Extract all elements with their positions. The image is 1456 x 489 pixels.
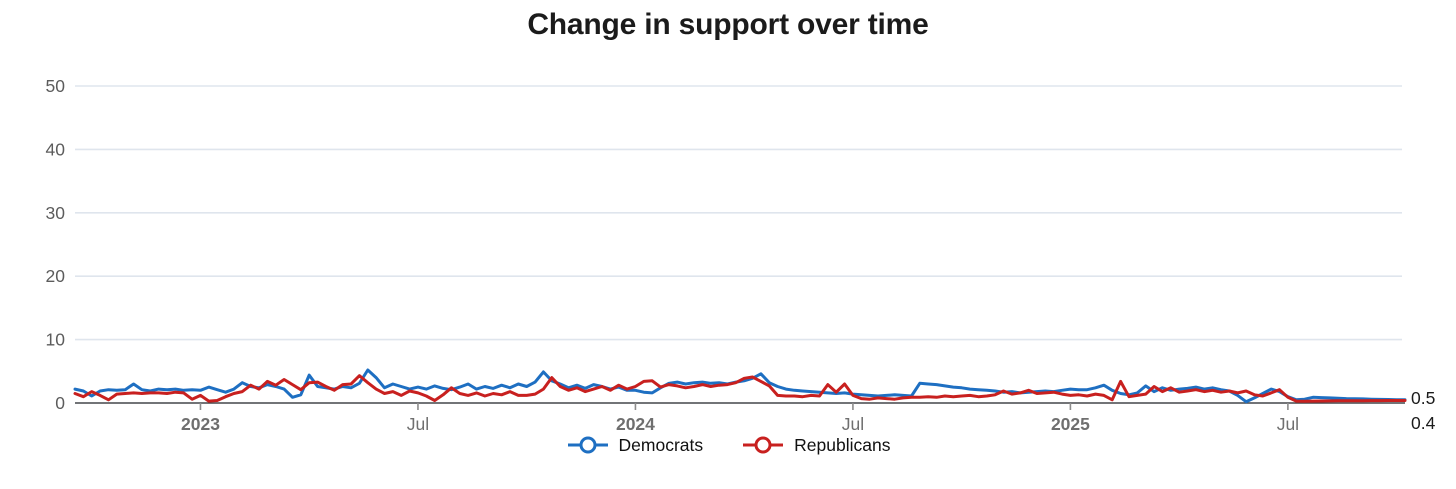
y-tick-label-10: 10 — [46, 330, 66, 350]
democrats-line-marker-icon — [567, 436, 608, 454]
legend-item-democrats: Democrats — [566, 434, 704, 456]
x-tick-label-Jul: Jul — [407, 414, 429, 434]
end-value-label-democrats: 0.5 — [1411, 388, 1436, 408]
republicans-line-marker-icon — [743, 436, 784, 454]
chart-title: Change in support over time — [527, 8, 929, 41]
series-line-republicans — [73, 374, 1407, 403]
y-tick-label-40: 40 — [46, 139, 66, 159]
chart-legend: Democrats Republicans — [0, 434, 1456, 456]
end-value-label-republicans: 0.4 — [1411, 413, 1436, 433]
y-tick-label-20: 20 — [46, 266, 66, 286]
y-tick-label-30: 30 — [46, 203, 66, 223]
x-tick-label-Jul: Jul — [1277, 414, 1299, 434]
legend-item-republicans: Republicans — [741, 434, 890, 456]
x-tick-label-2025: 2025 — [1051, 414, 1090, 434]
y-tick-label-50: 50 — [46, 76, 66, 96]
legend-label-democrats: Democrats — [618, 434, 704, 455]
legend-label-republicans: Republicans — [794, 434, 891, 455]
x-tick-label-2024: 2024 — [616, 414, 655, 434]
y-tick-label-0: 0 — [55, 393, 65, 413]
x-tick-label-Jul: Jul — [842, 414, 864, 434]
x-tick-label-2023: 2023 — [181, 414, 220, 434]
